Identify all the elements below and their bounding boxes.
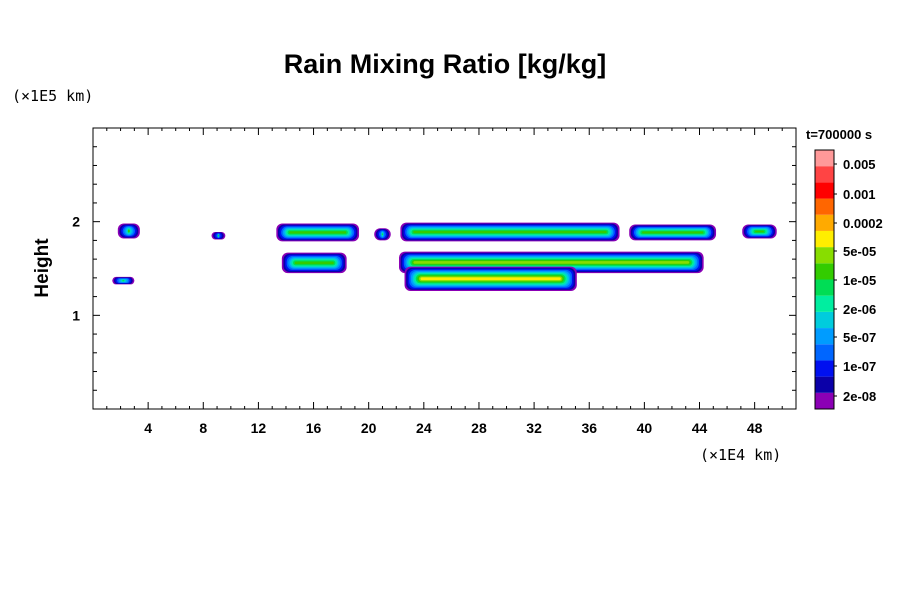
x-unit-label: (×1E4 km)	[700, 446, 781, 464]
data-region	[404, 266, 577, 291]
plot-frame	[92, 127, 797, 410]
x-tick-label: 36	[581, 420, 597, 436]
colorbar-segment	[815, 392, 834, 409]
colorbar-segment	[815, 214, 834, 231]
colorbar-label: 0.005	[843, 157, 876, 172]
colorbar-segment	[815, 230, 834, 248]
y-unit-label: (×1E5 km)	[12, 87, 93, 105]
colorbar-segment	[815, 328, 834, 345]
colorbar-label: 2e-08	[843, 389, 876, 404]
x-tick-label: 16	[306, 420, 322, 436]
region-band	[755, 230, 764, 233]
data-region	[211, 231, 226, 240]
y-axis-label: Height	[32, 238, 53, 298]
colorbar: 0.005 0.001 0.0002 5e-05 1e-05 2e-06 5e-07 1e-0…	[814, 149, 883, 410]
region-band	[413, 261, 690, 264]
y-tick-label: 1	[72, 307, 80, 323]
data-region	[112, 276, 135, 285]
data-region	[374, 228, 391, 241]
colorbar-segment	[815, 198, 834, 215]
region-band	[420, 277, 561, 281]
region-band	[127, 230, 130, 233]
colorbar-label: 1e-07	[843, 359, 876, 374]
x-tick-label: 44	[692, 420, 708, 436]
colorbar-segment	[815, 182, 834, 199]
x-tick-label: 4	[144, 420, 152, 436]
region-band	[381, 233, 384, 236]
colorbar-segment	[815, 263, 834, 280]
region-band	[122, 280, 125, 282]
data-region	[117, 223, 140, 239]
data-region	[629, 224, 717, 241]
colorbar-segment	[815, 311, 834, 329]
region-band	[289, 231, 347, 234]
region-band	[413, 230, 607, 234]
x-tick-label: 40	[637, 420, 653, 436]
colorbar-segment	[815, 247, 834, 264]
x-tick-label: 8	[199, 420, 207, 436]
chart-title: Rain Mixing Ratio [kg/kg]	[284, 49, 607, 79]
colorbar-label: 1e-05	[843, 273, 876, 288]
colorbar-segment	[815, 166, 834, 183]
colorbar-segment	[815, 279, 834, 296]
colorbar-segment	[815, 344, 834, 361]
x-tick-label: 28	[471, 420, 487, 436]
region-band	[217, 235, 220, 237]
data-region	[276, 223, 360, 242]
x-tick-label: 20	[361, 420, 377, 436]
y-tick-label: 2	[72, 214, 80, 230]
data-regions	[112, 222, 777, 291]
colorbar-label: 0.0002	[843, 216, 883, 231]
colorbar-segment	[815, 360, 834, 377]
data-region	[742, 224, 777, 239]
x-tick-label: 12	[251, 420, 267, 436]
time-label: t=700000 s	[806, 127, 872, 142]
x-tick-label: 32	[526, 420, 542, 436]
colorbar-label: 0.001	[843, 187, 876, 202]
data-region	[281, 252, 347, 274]
x-tick-label: 48	[747, 420, 763, 436]
data-region	[400, 222, 620, 242]
colorbar-label: 2e-06	[843, 302, 876, 317]
colorbar-label: 5e-07	[843, 330, 876, 345]
colorbar-segment	[815, 376, 834, 393]
colorbar-segment	[815, 295, 834, 312]
x-tick-label: 24	[416, 420, 432, 436]
colorbar-label: 5e-05	[843, 244, 876, 259]
region-band	[294, 261, 334, 265]
colorbar-segment	[815, 150, 834, 167]
region-band	[642, 231, 704, 234]
